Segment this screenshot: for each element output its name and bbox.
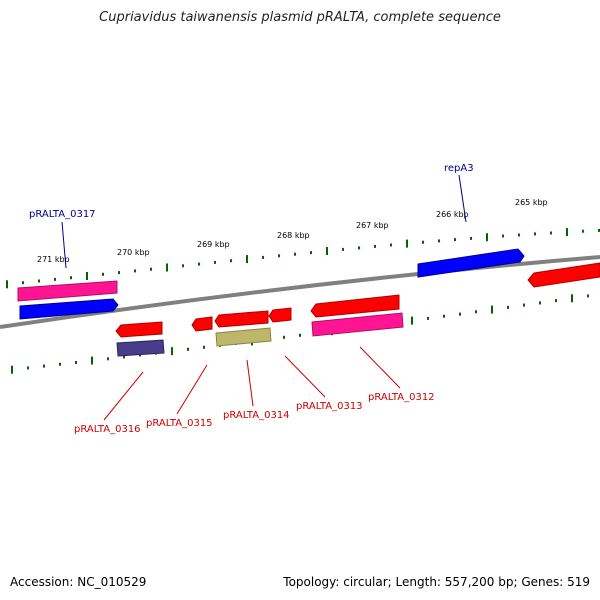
label-pRALTA-0312[interactable]: pRALTA_0312 [368,392,435,403]
lower-track-major-tick [491,305,493,314]
upper-track-major-tick [406,239,408,248]
lower-track-minor-tick [59,362,61,366]
lower-track-minor-tick [523,303,525,307]
cds-pRALTA-0317[interactable] [19,298,119,320]
cds-repA3[interactable] [417,248,525,278]
upper-tick-track [6,228,600,289]
upper-track-major-tick [246,255,248,264]
tick-label-266kbp: 266 kbp [436,210,469,219]
lower-track-minor-tick [427,316,429,320]
gene-pRALTA-0312[interactable] [311,312,404,337]
backbone-line [0,255,600,329]
cds-pRALTA-0312[interactable] [310,294,400,318]
upper-track-minor-tick [422,240,424,244]
misc-feature-olive[interactable] [215,327,272,347]
upper-track-minor-tick [390,243,392,247]
upper-track-minor-tick [374,244,376,248]
upper-track-minor-tick [342,247,344,251]
misc-feature-purple[interactable] [116,339,165,357]
upper-track-major-tick [166,263,168,272]
label-pRALTA-0314[interactable]: pRALTA_0314 [223,410,290,421]
lower-track-minor-tick [443,314,445,318]
lower-track-minor-tick [459,312,461,316]
lower-track-minor-tick [43,364,45,368]
lower-track-minor-tick [299,333,301,337]
lower-track-minor-tick [187,347,189,351]
upper-track-minor-tick [134,269,136,273]
upper-track-minor-tick [230,259,232,263]
tick-label-270kbp: 270 kbp [117,248,150,257]
tick-label-269kbp: 269 kbp [197,240,230,249]
upper-track-major-tick [326,247,328,255]
cds-pRALTA-0313[interactable] [268,307,292,323]
upper-track-minor-tick [22,281,24,285]
upper-track-major-tick [566,228,568,237]
label-pRALTA-0317[interactable]: pRALTA_0317 [29,209,96,220]
lower-track-minor-tick [123,355,125,359]
cds-pRALTA-0314[interactable] [214,310,269,328]
accession-text: Accession: NC_010529 [10,575,147,589]
upper-track-minor-tick [70,276,72,280]
label-pRALTA-0315[interactable]: pRALTA_0315 [146,418,213,429]
upper-track-minor-tick [118,271,120,275]
cds-right-edge[interactable] [527,262,600,288]
tick-label-265kbp: 265 kbp [515,198,548,207]
upper-track-minor-tick [278,254,280,258]
upper-track-minor-tick [534,232,536,236]
upper-track-minor-tick [198,262,200,266]
upper-track-minor-tick [294,252,296,256]
tick-label-267kbp: 267 kbp [356,221,389,230]
upper-track-minor-tick [454,238,456,242]
upper-track-minor-tick [38,279,40,283]
gene-pRALTA-0317[interactable] [17,280,118,302]
upper-track-minor-tick [310,251,312,255]
upper-track-minor-tick [150,267,152,271]
scale-labels: 271 kbp 270 kbp 269 kbp 268 kbp 267 kbp … [37,198,548,264]
cds-pRALTA-0315[interactable] [191,316,213,332]
upper-track-minor-tick [262,255,264,259]
upper-track-minor-tick [598,228,600,232]
upper-track-minor-tick [54,277,56,281]
leader-lines [61,174,467,421]
upper-track-minor-tick [438,239,440,243]
upper-track-minor-tick [182,264,184,268]
topology-text: Topology: circular; Length: 557,200 bp; … [283,575,590,589]
cds-pRALTA-0316[interactable] [115,321,163,338]
upper-track-minor-tick [582,229,584,233]
label-repA3[interactable]: repA3 [444,163,474,174]
tick-label-271kbp: 271 kbp [37,255,70,264]
upper-track-minor-tick [550,231,552,235]
lower-track-minor-tick [75,361,77,364]
upper-track-major-tick [486,233,488,242]
upper-track-major-tick [86,272,88,280]
lower-track-major-tick [571,294,573,303]
lower-track-major-tick [171,347,173,356]
lower-track-minor-tick [27,366,29,370]
label-pRALTA-0316[interactable]: pRALTA_0316 [74,424,141,435]
lower-track-minor-tick [539,301,541,305]
upper-track-minor-tick [102,272,104,276]
lower-track-minor-tick [507,305,509,309]
lower-track-minor-tick [107,357,109,361]
lower-track-major-tick [91,356,93,365]
lower-track-major-tick [11,365,13,374]
lower-track-minor-tick [587,294,589,298]
label-pRALTA-0313[interactable]: pRALTA_0313 [296,401,363,412]
lower-track-minor-tick [555,299,557,303]
upper-track-minor-tick [518,233,520,237]
lower-track-major-tick [411,316,413,325]
upper-track-minor-tick [470,236,472,240]
lower-track-minor-tick [203,345,205,349]
lower-track-minor-tick [475,310,477,314]
upper-track-minor-tick [358,246,360,250]
page-title: Cupriavidus taiwanensis plasmid pRALTA, … [99,10,501,25]
lower-track-minor-tick [283,335,285,339]
upper-track-major-tick [6,280,8,289]
tick-label-268kbp: 268 kbp [277,231,310,240]
upper-track-minor-tick [502,234,504,238]
upper-track-minor-tick [214,260,216,264]
